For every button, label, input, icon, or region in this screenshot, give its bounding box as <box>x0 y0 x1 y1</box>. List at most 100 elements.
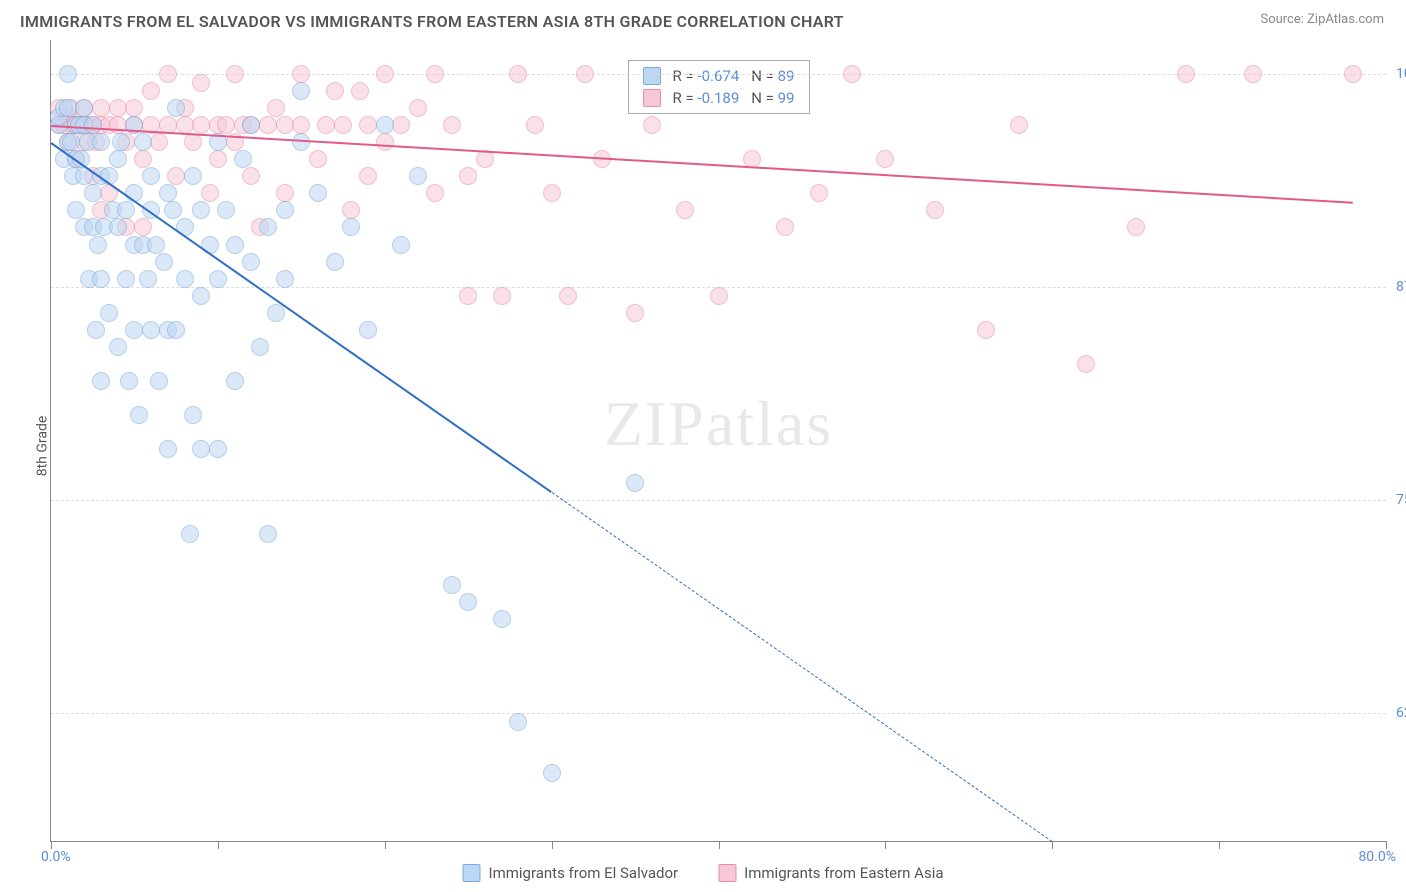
data-point-eastern-asia <box>226 65 244 83</box>
data-point-eastern-asia <box>309 150 327 168</box>
data-point-eastern-asia <box>1127 218 1145 236</box>
data-point-eastern-asia <box>1077 355 1095 373</box>
data-point-el-salvador <box>92 270 110 288</box>
data-point-el-salvador <box>92 133 110 151</box>
stats-legend-box: R = -0.674 N = 89 R = -0.189 N = 99 <box>628 60 810 114</box>
data-point-eastern-asia <box>1344 65 1362 83</box>
x-tick <box>218 841 219 849</box>
x-tick <box>885 841 886 849</box>
data-point-eastern-asia <box>459 167 477 185</box>
data-point-el-salvador <box>167 99 185 117</box>
data-point-eastern-asia <box>142 82 160 100</box>
x-tick <box>1386 841 1387 849</box>
data-point-eastern-asia <box>926 201 944 219</box>
chart-plot-area: ZIPatlas R = -0.674 N = 89 R = -0.189 N … <box>50 40 1386 842</box>
chart-title: IMMIGRANTS FROM EL SALVADOR VS IMMIGRANT… <box>20 12 844 31</box>
data-point-eastern-asia <box>810 184 828 202</box>
data-point-el-salvador <box>176 270 194 288</box>
data-point-eastern-asia <box>342 201 360 219</box>
data-point-eastern-asia <box>292 65 310 83</box>
data-point-el-salvador <box>242 253 260 271</box>
data-point-eastern-asia <box>559 287 577 305</box>
legend: Immigrants from El Salvador Immigrants f… <box>462 864 943 882</box>
data-point-el-salvador <box>87 321 105 339</box>
data-point-eastern-asia <box>1177 65 1195 83</box>
data-point-el-salvador <box>493 610 511 628</box>
data-point-eastern-asia <box>526 116 544 134</box>
x-tick <box>1219 841 1220 849</box>
data-point-el-salvador <box>112 133 130 151</box>
data-point-eastern-asia <box>543 184 561 202</box>
data-point-eastern-asia <box>217 116 235 134</box>
data-point-eastern-asia <box>426 184 444 202</box>
data-point-el-salvador <box>142 321 160 339</box>
x-tick <box>385 841 386 849</box>
trend-line-el-salvador <box>50 142 552 493</box>
data-point-el-salvador <box>59 65 77 83</box>
data-point-el-salvador <box>92 372 110 390</box>
legend-swatch-el-salvador <box>462 864 480 882</box>
data-point-el-salvador <box>139 270 157 288</box>
grid-line-h <box>51 713 1386 714</box>
data-point-el-salvador <box>164 201 182 219</box>
legend-label-el-salvador: Immigrants from El Salvador <box>488 864 678 882</box>
data-point-eastern-asia <box>159 65 177 83</box>
data-point-el-salvador <box>409 167 427 185</box>
x-tick <box>552 841 553 849</box>
data-point-eastern-asia <box>351 82 369 100</box>
data-point-el-salvador <box>192 201 210 219</box>
data-point-el-salvador <box>159 440 177 458</box>
data-point-eastern-asia <box>276 116 294 134</box>
data-point-eastern-asia <box>459 287 477 305</box>
data-point-eastern-asia <box>443 116 461 134</box>
data-point-el-salvador <box>192 440 210 458</box>
data-point-el-salvador <box>150 372 168 390</box>
data-point-eastern-asia <box>359 167 377 185</box>
data-point-eastern-asia <box>150 133 168 151</box>
trend-line-el-salvador-dash <box>551 492 1052 842</box>
data-point-el-salvador <box>120 372 138 390</box>
data-point-eastern-asia <box>977 321 995 339</box>
data-point-el-salvador <box>209 440 227 458</box>
data-point-el-salvador <box>89 236 107 254</box>
data-point-eastern-asia <box>184 133 202 151</box>
data-point-el-salvador <box>259 525 277 543</box>
x-tick <box>51 841 52 849</box>
data-point-el-salvador <box>242 116 260 134</box>
data-point-el-salvador <box>125 321 143 339</box>
data-point-el-salvador <box>147 236 165 254</box>
data-point-el-salvador <box>62 133 80 151</box>
data-point-el-salvador <box>159 184 177 202</box>
y-tick-label: 75.0% <box>1396 492 1406 508</box>
data-point-eastern-asia <box>493 287 511 305</box>
data-point-eastern-asia <box>776 218 794 236</box>
y-tick-label: 87.5% <box>1396 279 1406 295</box>
data-point-eastern-asia <box>326 82 344 100</box>
x-tick <box>719 841 720 849</box>
data-point-el-salvador <box>184 406 202 424</box>
data-point-eastern-asia <box>676 201 694 219</box>
data-point-el-salvador <box>292 133 310 151</box>
data-point-eastern-asia <box>376 65 394 83</box>
y-tick-label: 62.5% <box>1396 705 1406 721</box>
data-point-el-salvador <box>342 218 360 236</box>
data-point-el-salvador <box>130 406 148 424</box>
data-point-el-salvador <box>276 201 294 219</box>
legend-item-el-salvador: Immigrants from El Salvador <box>462 864 678 882</box>
data-point-el-salvador <box>443 576 461 594</box>
data-point-eastern-asia <box>509 65 527 83</box>
legend-item-eastern-asia: Immigrants from Eastern Asia <box>718 864 943 882</box>
data-point-eastern-asia <box>1010 116 1028 134</box>
data-point-el-salvador <box>234 150 252 168</box>
stats-row-b: R = -0.189 N = 99 <box>643 87 795 109</box>
data-point-el-salvador <box>109 150 127 168</box>
data-point-eastern-asia <box>192 74 210 92</box>
data-point-el-salvador <box>292 82 310 100</box>
data-point-el-salvador <box>459 593 477 611</box>
legend-label-eastern-asia: Immigrants from Eastern Asia <box>744 864 943 882</box>
data-point-el-salvador <box>167 321 185 339</box>
data-point-el-salvador <box>326 253 344 271</box>
data-point-el-salvador <box>626 474 644 492</box>
watermark: ZIPatlas <box>604 387 833 461</box>
data-point-el-salvador <box>226 236 244 254</box>
